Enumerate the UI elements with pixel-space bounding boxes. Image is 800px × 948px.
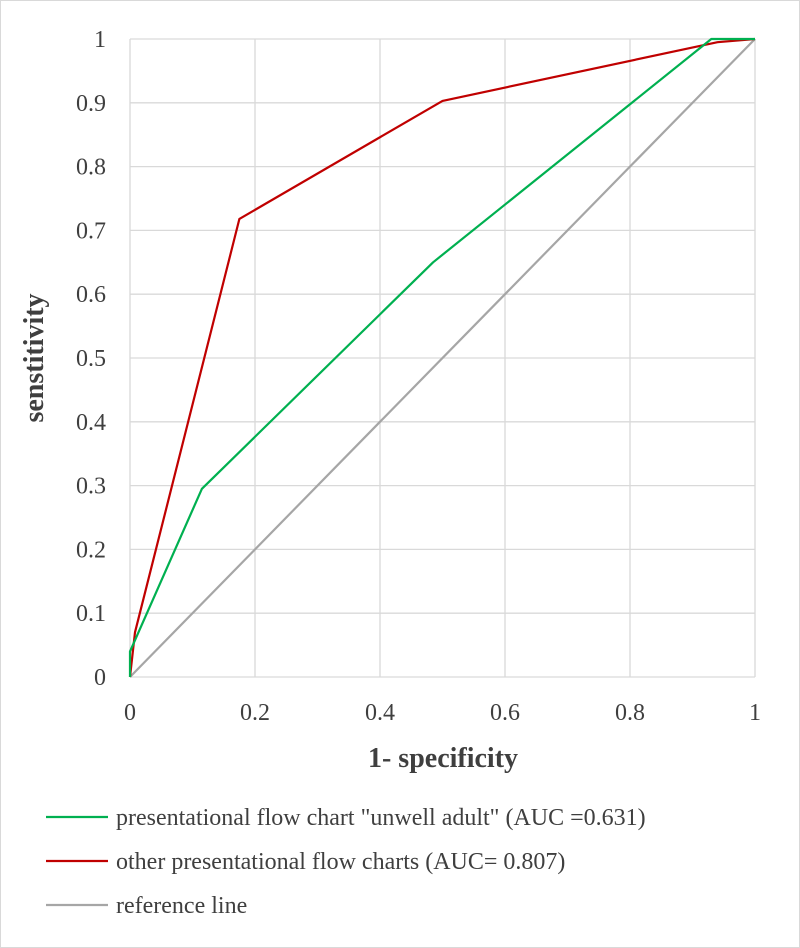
y-tick-label: 0.7 <box>76 218 106 244</box>
y-tick-label: 1 <box>94 27 106 53</box>
series-line-reference-line <box>129 38 756 678</box>
legend-label: presentational flow chart "unwell adult"… <box>116 805 646 831</box>
y-tick-label: 0.1 <box>76 601 106 627</box>
legend: presentational flow chart "unwell adult"… <box>46 805 646 919</box>
series-lines <box>128 37 756 678</box>
y-tick-label: 0 <box>94 665 106 691</box>
grid-lines <box>129 38 756 678</box>
x-tick-label: 1 <box>749 700 761 726</box>
y-tick-label: 0.2 <box>76 537 106 563</box>
y-tick-label: 0.4 <box>76 410 106 436</box>
x-tick-label: 0.4 <box>365 700 395 726</box>
legend-label: reference line <box>116 893 247 919</box>
series-line-presentational-flow-chart-unwell-adult-a <box>128 37 755 677</box>
x-tick-label: 0.8 <box>615 700 645 726</box>
x-tick-label: 0 <box>124 700 136 726</box>
x-axis-title: 1- specificity <box>368 743 518 774</box>
x-tick-label: 0.6 <box>490 700 520 726</box>
y-tick-label: 0.6 <box>76 282 106 308</box>
y-tick-label: 0.8 <box>76 155 106 181</box>
y-tick-label: 0.9 <box>76 91 106 117</box>
x-tick-labels: 0 0.2 0.4 0.6 0.8 1 <box>124 700 761 726</box>
y-axis-title: senstitivity <box>19 293 50 422</box>
y-tick-labels: 0 0.1 0.2 0.3 0.4 0.5 0.6 0.7 0.8 0.9 1 <box>76 27 106 691</box>
x-tick-label: 0.2 <box>240 700 270 726</box>
y-tick-label: 0.5 <box>76 346 106 372</box>
legend-label: other presentational flow charts (AUC= 0… <box>116 849 565 875</box>
y-tick-label: 0.3 <box>76 474 106 500</box>
